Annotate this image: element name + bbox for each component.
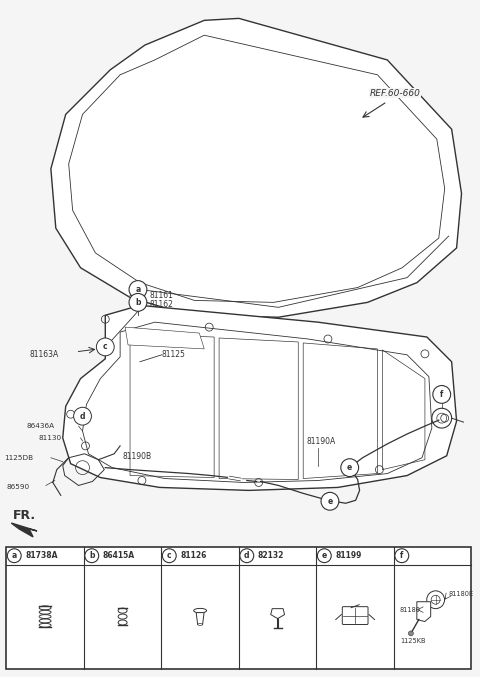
Polygon shape <box>125 327 204 349</box>
Polygon shape <box>51 18 462 318</box>
Circle shape <box>98 345 106 353</box>
Text: d: d <box>244 551 250 560</box>
Text: FR.: FR. <box>13 508 36 522</box>
Circle shape <box>7 549 21 563</box>
Text: 81130: 81130 <box>39 435 62 441</box>
Text: 86415A: 86415A <box>103 551 135 560</box>
Circle shape <box>96 338 114 356</box>
Text: 81738A: 81738A <box>25 551 58 560</box>
Circle shape <box>240 549 254 563</box>
Text: e: e <box>327 497 333 506</box>
Text: b: b <box>89 551 95 560</box>
Circle shape <box>408 631 413 636</box>
Text: REF.60-660: REF.60-660 <box>370 89 420 97</box>
Text: f: f <box>440 390 444 399</box>
Text: 81161: 81161 <box>150 291 174 300</box>
Text: 81163A: 81163A <box>29 350 59 359</box>
Text: 82132: 82132 <box>258 551 284 560</box>
Text: 86436A: 86436A <box>26 423 54 429</box>
Text: e: e <box>347 463 352 472</box>
Text: 81180E: 81180E <box>448 591 474 597</box>
Text: c: c <box>167 551 171 560</box>
Ellipse shape <box>198 624 203 626</box>
Text: c: c <box>103 343 108 351</box>
Text: d: d <box>80 412 85 420</box>
Ellipse shape <box>194 609 206 613</box>
Text: 81125: 81125 <box>162 350 186 359</box>
Polygon shape <box>271 609 285 619</box>
Text: 81180: 81180 <box>399 607 420 613</box>
Circle shape <box>317 549 331 563</box>
Polygon shape <box>417 602 431 621</box>
Text: 1125DB: 1125DB <box>4 455 34 461</box>
Text: 86590: 86590 <box>6 485 29 490</box>
Bar <box>6 547 471 668</box>
Circle shape <box>433 385 451 403</box>
Circle shape <box>85 549 99 563</box>
Text: 1125KB: 1125KB <box>400 638 426 645</box>
Text: e: e <box>322 551 327 560</box>
Circle shape <box>321 492 339 510</box>
Text: 81162: 81162 <box>150 300 174 309</box>
Text: 81190B: 81190B <box>122 452 151 461</box>
Text: f: f <box>400 551 404 560</box>
Circle shape <box>162 549 176 563</box>
Circle shape <box>341 459 359 477</box>
Text: 81190A: 81190A <box>306 437 336 446</box>
Polygon shape <box>12 523 37 537</box>
Circle shape <box>129 293 147 311</box>
Text: 81199: 81199 <box>335 551 361 560</box>
Circle shape <box>129 280 147 299</box>
Polygon shape <box>63 305 456 490</box>
FancyBboxPatch shape <box>342 607 368 624</box>
Text: a: a <box>135 285 141 294</box>
Text: b: b <box>135 298 141 307</box>
Polygon shape <box>196 613 204 624</box>
Circle shape <box>427 591 444 609</box>
Circle shape <box>73 408 91 425</box>
Circle shape <box>395 549 409 563</box>
Text: 81126: 81126 <box>180 551 206 560</box>
Text: a: a <box>12 551 17 560</box>
